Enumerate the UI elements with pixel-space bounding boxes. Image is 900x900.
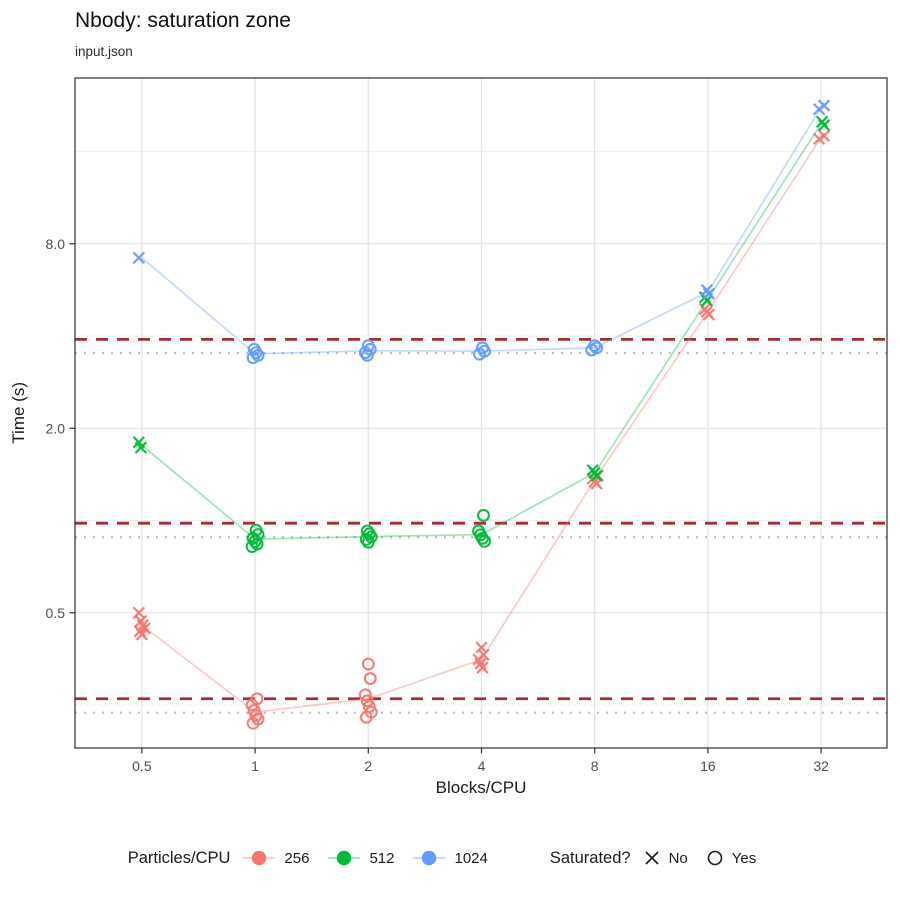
y-axis-title: Time (s) [9, 382, 28, 444]
legend-title-particles: Particles/CPU [127, 848, 231, 867]
data-point-circle [477, 508, 490, 522]
data-point-circle [246, 351, 260, 365]
data-point-x [700, 283, 714, 297]
data-point-circle [359, 710, 373, 724]
data-point-x [812, 102, 826, 116]
x-tick-label: 8 [591, 758, 599, 774]
x-tick-label: 32 [813, 758, 829, 774]
data-point-circle [361, 657, 375, 671]
data-point-x [476, 661, 489, 674]
legend: Particles/CPU 256 512 1024 Saturated? No Yes [0, 838, 900, 878]
y-tick-label: 0.5 [46, 605, 66, 621]
legend-label: No [668, 849, 688, 867]
data-point-x [700, 294, 714, 307]
data-point-circle [246, 716, 260, 730]
x-axis-title: Blocks/CPU [435, 778, 527, 797]
data-point-x [135, 628, 149, 641]
data-point-x [132, 251, 146, 264]
data-point-circle [360, 348, 374, 362]
chart-panel: 0.5 1 2 4 8 16 32 0.5 2.0 8.0 [46, 77, 888, 774]
data-point-x [817, 119, 831, 132]
y-tick-label: 8.0 [46, 236, 66, 252]
x-tick-label: 4 [478, 758, 486, 774]
x-tick-label: 2 [364, 758, 372, 774]
data-point-circle [585, 343, 599, 357]
data-point-circle [245, 540, 259, 554]
data-point-x [702, 287, 716, 300]
legend-label: 256 [284, 849, 310, 867]
legend-label: Yes [731, 849, 757, 867]
data-point-circle [478, 534, 491, 548]
data-point-x [134, 441, 148, 454]
legend-key-x-icon [645, 851, 659, 865]
legend-key-dot [243, 850, 276, 866]
data-point-circle [473, 347, 486, 361]
x-tick-label: 16 [700, 758, 716, 774]
legend-key-circle-icon [707, 850, 723, 866]
legend-key-dot [328, 850, 361, 866]
panel-border [74, 77, 888, 749]
y-tick-label: 2.0 [46, 420, 66, 436]
legend-label: 512 [369, 849, 395, 867]
y-axis-title-wrap: Time (s) [4, 78, 34, 748]
series-1024 [132, 99, 831, 365]
legend-item-256: 256 [240, 847, 319, 869]
data-point-x [812, 132, 826, 146]
data-point-circle [358, 688, 372, 702]
data-point-circle [358, 346, 372, 360]
data-point-x [702, 308, 716, 321]
legend-item-yes: Yes [704, 847, 766, 869]
legend-item-no: No [641, 847, 698, 869]
x-tick-label: 1 [251, 758, 259, 774]
data-point-x [475, 641, 488, 654]
legend-title-saturated: Saturated? [549, 848, 631, 867]
legend-key-dot [413, 850, 446, 866]
data-point-circle [363, 672, 377, 686]
legend-item-1024: 1024 [410, 847, 497, 869]
legend-label: 1024 [454, 849, 488, 867]
data-point-circle [360, 694, 374, 708]
series-512 [132, 115, 831, 554]
legend-item-512: 512 [325, 847, 404, 869]
chart-subtitle: input.json [75, 44, 133, 59]
data-point-x [590, 469, 603, 482]
x-tick-label: 0.5 [132, 758, 152, 774]
chart-title: Nbody: saturation zone [75, 9, 291, 32]
data-point-circle [361, 535, 375, 549]
